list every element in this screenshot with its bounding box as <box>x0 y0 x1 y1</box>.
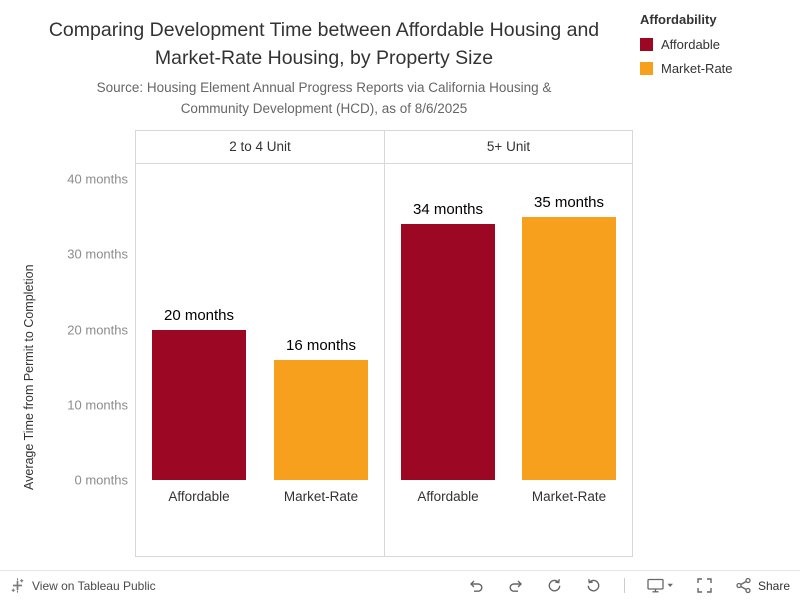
legend-item-affordable[interactable]: Affordable <box>640 37 796 52</box>
legend-title: Affordability <box>640 12 717 27</box>
bar-affordable-5plus[interactable]: 34 months <box>401 201 495 480</box>
fullscreen-button[interactable] <box>696 577 713 594</box>
bar-affordable-2to4[interactable]: 20 months <box>152 307 246 480</box>
reset-button[interactable] <box>546 577 563 594</box>
toolbar-separator <box>623 578 625 593</box>
legend: Affordability Affordable Market-Rate <box>640 12 796 85</box>
legend-item-market-rate[interactable]: Market-Rate <box>640 61 796 76</box>
bar-value-label: 34 months <box>412 201 484 219</box>
tableau-toolbar: View on Tableau Public <box>0 570 800 600</box>
category-label: Affordable <box>417 489 479 504</box>
device-layout-button[interactable] <box>647 577 674 594</box>
legend-swatch-market-rate <box>640 62 653 75</box>
undo-button[interactable] <box>468 577 485 594</box>
bar-value-label: 16 months <box>285 336 357 354</box>
legend-label-affordable: Affordable <box>661 37 721 52</box>
y-axis: 0 months 10 months 20 months 30 months 4… <box>0 164 128 488</box>
plot-area-5-plus-unit: 34 months Affordable 35 months Market-Ra… <box>385 164 632 504</box>
y-tick-label: 20 months <box>67 322 128 338</box>
redo-button[interactable] <box>507 577 524 594</box>
panel-header-5-plus-unit: 5+ Unit <box>385 131 632 164</box>
view-on-tableau-public-link[interactable]: View on Tableau Public <box>10 578 156 593</box>
chart-title-line2: Market-Rate Housing, by Property Size <box>154 47 494 69</box>
category-label: Market-Rate <box>283 489 359 504</box>
share-label: Share <box>757 578 790 593</box>
bar-slot: 16 months Market-Rate <box>274 164 368 504</box>
chart-source-line2: Community Development (HCD), as of 8/6/2… <box>180 101 468 116</box>
refresh-button[interactable] <box>585 577 602 594</box>
tableau-logo-icon <box>10 578 25 593</box>
bar-market-rate-2to4[interactable]: 16 months <box>274 337 368 480</box>
panel-header-2-to-4-unit: 2 to 4 Unit <box>136 131 384 164</box>
bar-slot: 35 months Market-Rate <box>522 164 616 504</box>
y-tick-label: 30 months <box>67 246 128 262</box>
plot-area-2-to-4-unit: 20 months Affordable 16 months Market-Ra… <box>136 164 384 504</box>
share-icon <box>735 577 752 594</box>
chart-header: Comparing Development Time between Affor… <box>0 16 648 119</box>
chart-title-line1: Comparing Development Time between Affor… <box>48 19 600 41</box>
y-tick-label: 10 months <box>67 397 128 413</box>
bar-value-label: 35 months <box>533 193 605 211</box>
legend-swatch-affordable <box>640 38 653 51</box>
category-label: Market-Rate <box>531 489 607 504</box>
y-tick-label: 0 months <box>74 472 128 488</box>
panel-2-to-4-unit: 2 to 4 Unit 20 months Affordable 16 mont… <box>135 130 384 557</box>
y-tick-label: 40 months <box>67 171 128 187</box>
legend-label-market-rate: Market-Rate <box>661 61 733 76</box>
bar-market-rate-5plus[interactable]: 35 months <box>522 194 616 480</box>
share-button[interactable]: Share <box>735 577 790 594</box>
chart-source-line1: Source: Housing Element Annual Progress … <box>96 80 552 95</box>
bar-slot: 34 months Affordable <box>401 164 495 504</box>
bar-value-label: 20 months <box>163 306 235 324</box>
toolbar-actions: Share <box>468 577 790 594</box>
view-on-tableau-public-label: View on Tableau Public <box>32 578 156 593</box>
panel-5-plus-unit: 5+ Unit 34 months Affordable 35 months M… <box>384 130 633 557</box>
bar-slot: 20 months Affordable <box>152 164 246 504</box>
category-label: Affordable <box>168 489 230 504</box>
